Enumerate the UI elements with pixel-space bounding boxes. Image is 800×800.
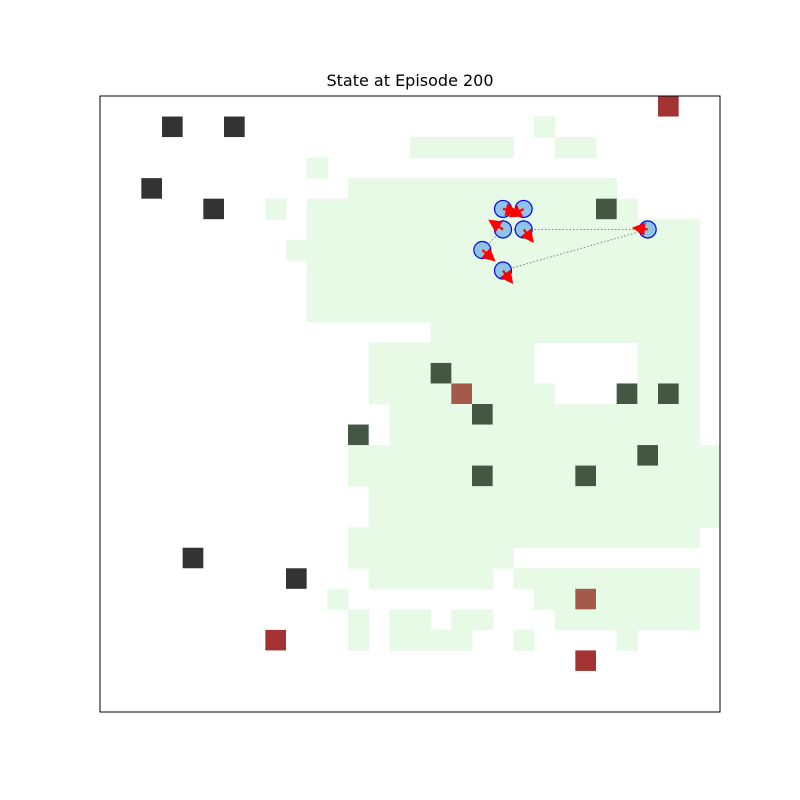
obstacle-cell xyxy=(616,383,638,404)
explored-cell-run xyxy=(306,198,638,220)
explored-cell-run xyxy=(368,486,721,508)
obstacle-cell xyxy=(658,383,679,404)
explored-cell-run xyxy=(513,568,700,590)
agent-heading-arrow xyxy=(631,222,648,236)
explored-cell-run xyxy=(554,137,597,159)
target-cell xyxy=(575,650,596,671)
explored-cell-run xyxy=(534,116,556,138)
explored-cell-run xyxy=(389,629,473,651)
explored-cell-run xyxy=(306,301,700,323)
obstacle-cell xyxy=(348,424,369,446)
explored-cell-run xyxy=(348,178,618,200)
obstacle-cell xyxy=(182,547,204,569)
agents xyxy=(473,199,657,285)
explored-cell-run xyxy=(637,362,700,384)
explored-cell-run xyxy=(389,404,700,426)
explored-cell-run xyxy=(368,362,535,384)
obstacle-cell xyxy=(596,198,617,220)
explored-cell-run xyxy=(348,609,370,631)
explored-cell-run xyxy=(306,280,700,302)
explored-cell-run xyxy=(348,527,700,549)
obstacle-cell xyxy=(203,198,224,220)
obstacle-cell xyxy=(162,116,183,138)
explored-cell-run xyxy=(389,609,432,631)
obstacles xyxy=(141,116,679,589)
explored-cell-run xyxy=(410,137,514,159)
plot-title: State at Episode 200 xyxy=(326,71,494,90)
explored-cell-run xyxy=(368,506,721,528)
obstacle-cell xyxy=(224,116,245,138)
explored-cell-run xyxy=(637,342,700,364)
target-cell xyxy=(575,588,596,610)
obstacle-cell xyxy=(472,465,493,487)
explored-cell-run xyxy=(348,629,370,651)
obstacle-cell xyxy=(141,178,162,199)
agent-heading-arrow xyxy=(520,228,534,243)
explored-cell-run xyxy=(348,445,721,467)
agent-heading-arrow xyxy=(508,205,525,218)
targets xyxy=(265,96,679,671)
explored-cell-run xyxy=(348,547,514,569)
explored-cell-run xyxy=(616,629,638,651)
explored-cell-run xyxy=(513,629,535,651)
plot-frame xyxy=(99,95,721,713)
explored-cell-run xyxy=(451,609,494,631)
obstacle-cell xyxy=(430,362,452,384)
target-cell xyxy=(451,383,472,404)
explored-cell-run xyxy=(306,157,328,179)
explored-cell-run xyxy=(327,588,349,610)
obstacle-cell xyxy=(472,404,493,425)
explored-cell-run xyxy=(348,465,721,487)
explored-cell-run xyxy=(368,568,494,590)
agent-heading-arrow xyxy=(499,269,514,285)
explored-cell-run xyxy=(389,424,700,446)
explored-cell-run xyxy=(616,321,700,343)
agent-heading-arrow xyxy=(488,219,504,233)
obstacle-cell xyxy=(637,445,658,466)
explored-cell-run xyxy=(554,609,700,631)
explored-cell-run xyxy=(286,239,700,261)
explored-region xyxy=(265,116,721,651)
explored-cell-run xyxy=(430,321,618,343)
agent-heading-arrow xyxy=(481,247,496,262)
agent-link xyxy=(502,228,648,272)
explored-cell-run xyxy=(534,588,700,610)
obstacle-cell xyxy=(286,568,307,589)
explored-cell-run xyxy=(265,198,287,220)
target-cell xyxy=(265,629,286,651)
obstacle-cell xyxy=(575,465,596,487)
target-cell xyxy=(658,96,679,117)
explored-cell-run xyxy=(368,342,535,364)
